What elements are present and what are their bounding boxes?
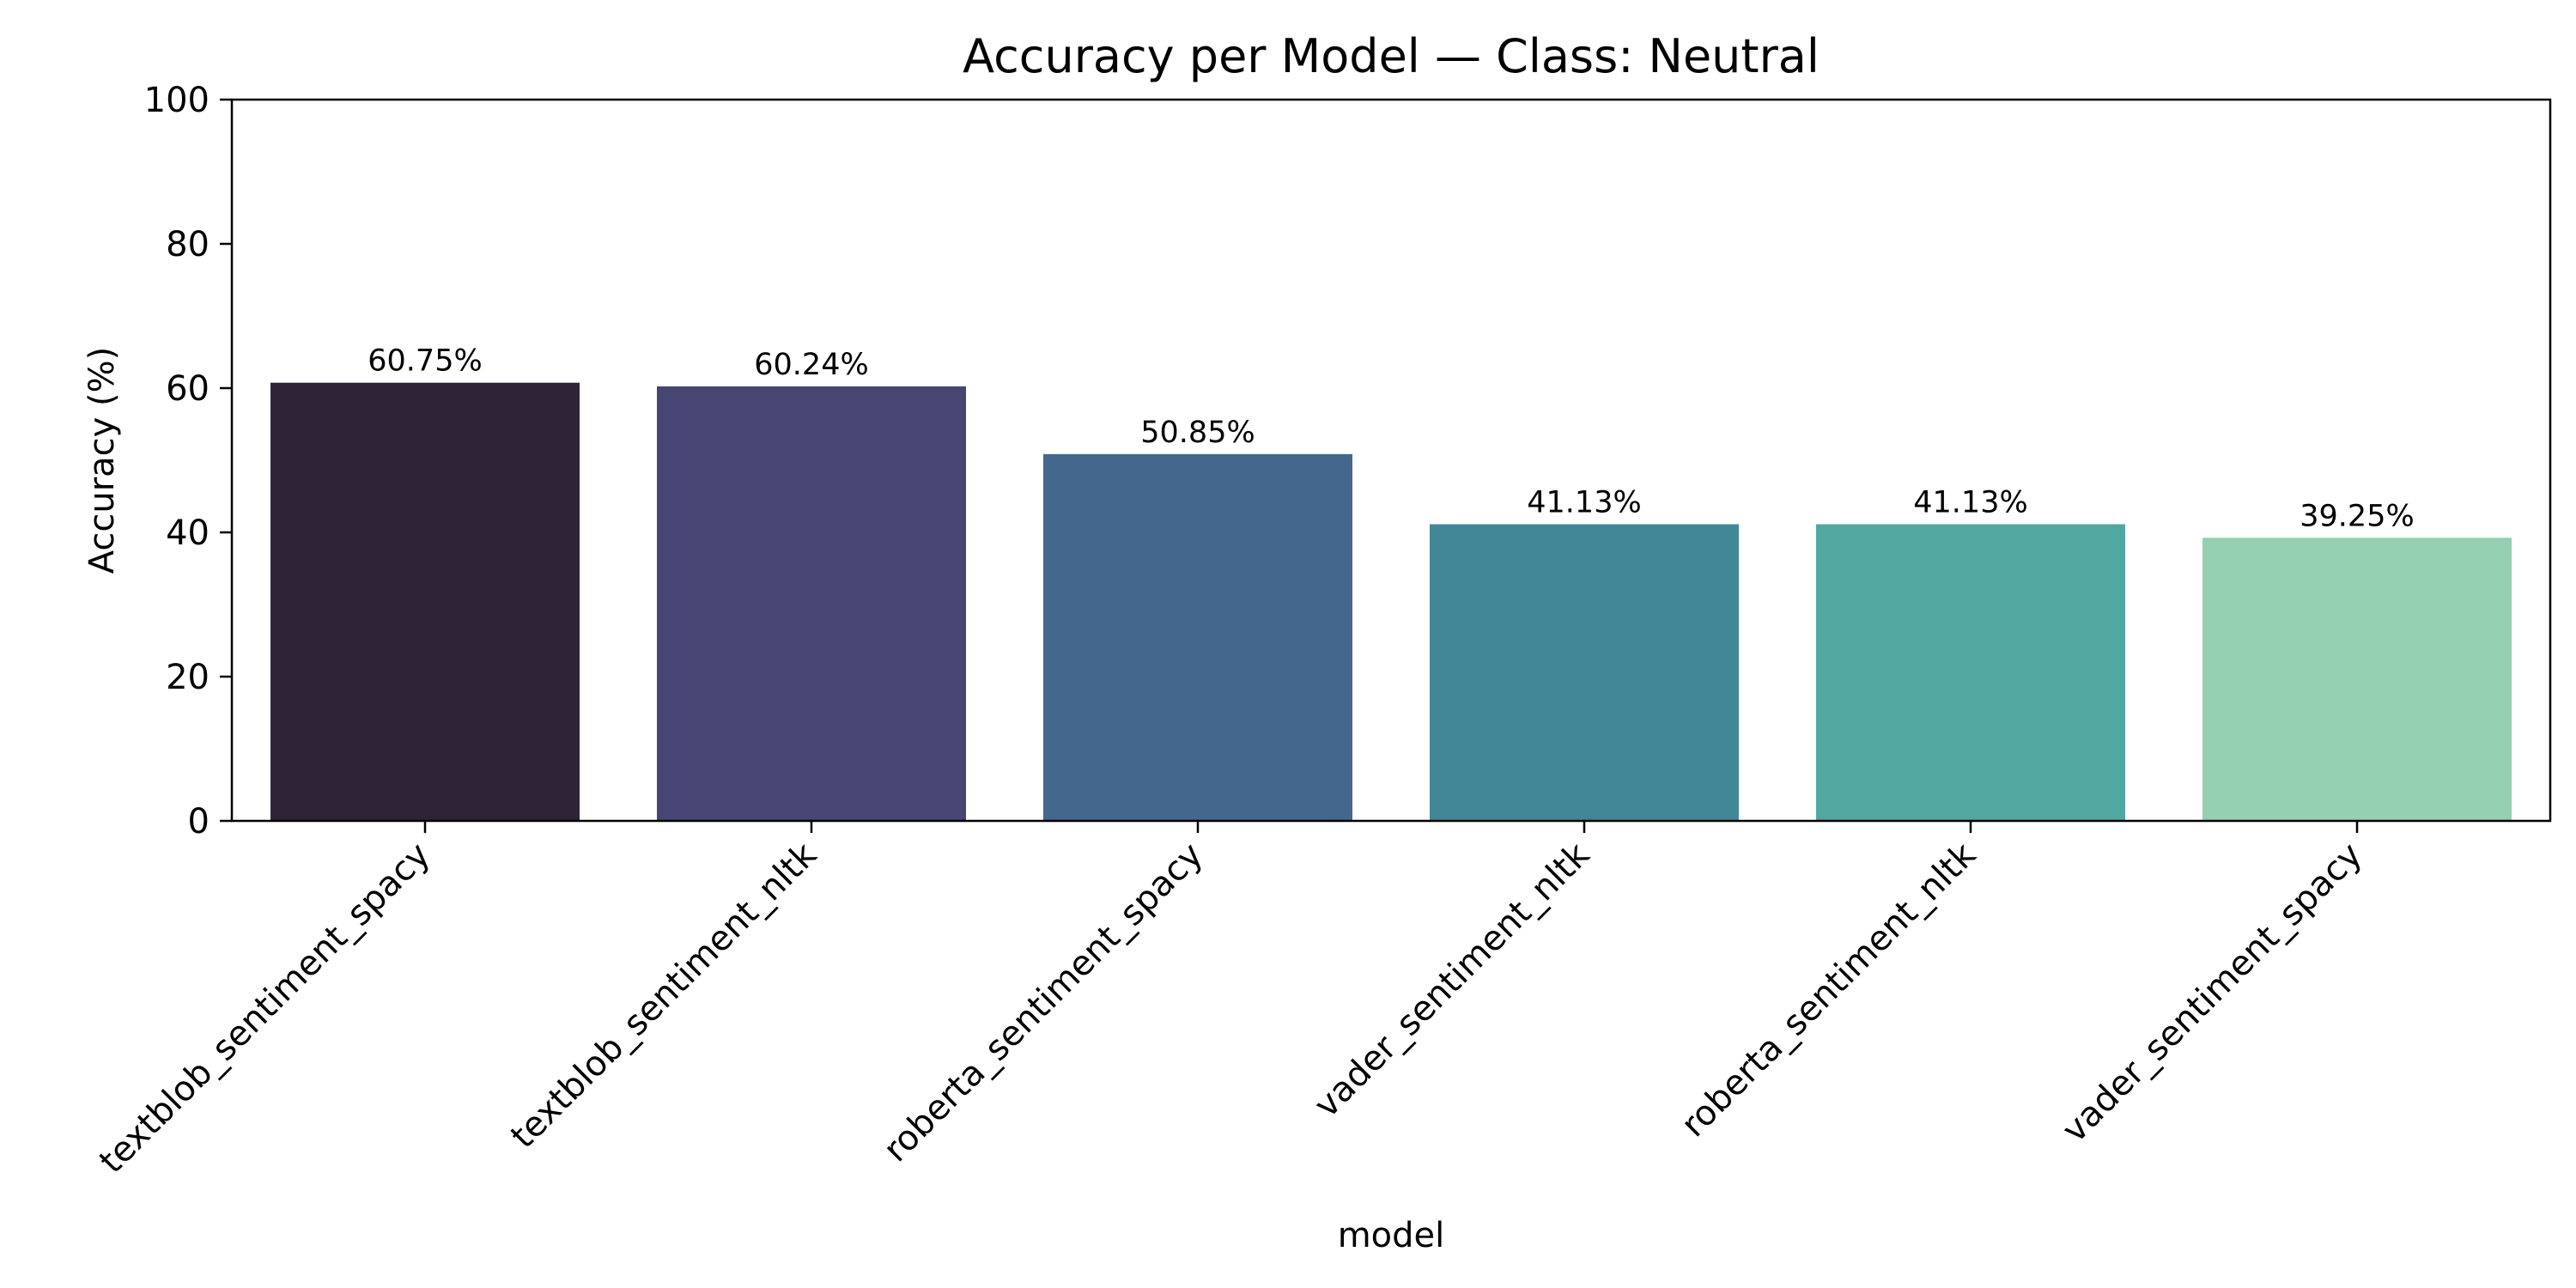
plot-area-frame — [230, 98, 2552, 823]
y-axis-ticks: 0 20 40 60 80 100 — [144, 81, 232, 841]
bar-textblob_sentiment_nltk — [657, 386, 966, 821]
y-tick-label: 80 — [166, 225, 210, 264]
bar-roberta_sentiment_nltk — [1816, 524, 2125, 821]
x-axis-label: model — [1338, 1216, 1445, 1255]
bar-value-label: 41.13% — [1913, 486, 2027, 520]
bar-vader_sentiment_nltk — [1430, 524, 1739, 821]
bar-roberta_sentiment_spacy — [1043, 453, 1352, 821]
bars-group — [270, 382, 2512, 821]
bar-value-label: 50.85% — [1140, 416, 1255, 450]
bar-value-label: 60.24% — [754, 348, 868, 382]
y-tick-label: 60 — [166, 369, 210, 409]
y-tick-label: 100 — [144, 81, 210, 120]
y-axis-label: Accuracy (%) — [82, 347, 122, 574]
bar-vader_sentiment_spacy — [2202, 538, 2512, 821]
chart-title: Accuracy per Model — Class: Neutral — [963, 29, 1820, 83]
bar-value-labels: 60.75% 60.24% 50.85% 41.13% 41.13% 39.25% — [368, 344, 2414, 534]
y-tick-label: 20 — [166, 658, 210, 697]
y-tick-label: 0 — [188, 802, 210, 841]
bar-value-label: 60.75% — [368, 344, 482, 379]
bar-value-label: 39.25% — [2300, 499, 2414, 533]
bar-textblob_sentiment_spacy — [270, 382, 580, 821]
y-tick-label: 40 — [166, 513, 210, 553]
bar-value-label: 41.13% — [1527, 486, 1641, 520]
